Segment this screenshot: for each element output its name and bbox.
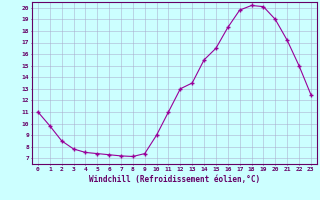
X-axis label: Windchill (Refroidissement éolien,°C): Windchill (Refroidissement éolien,°C) [89, 175, 260, 184]
